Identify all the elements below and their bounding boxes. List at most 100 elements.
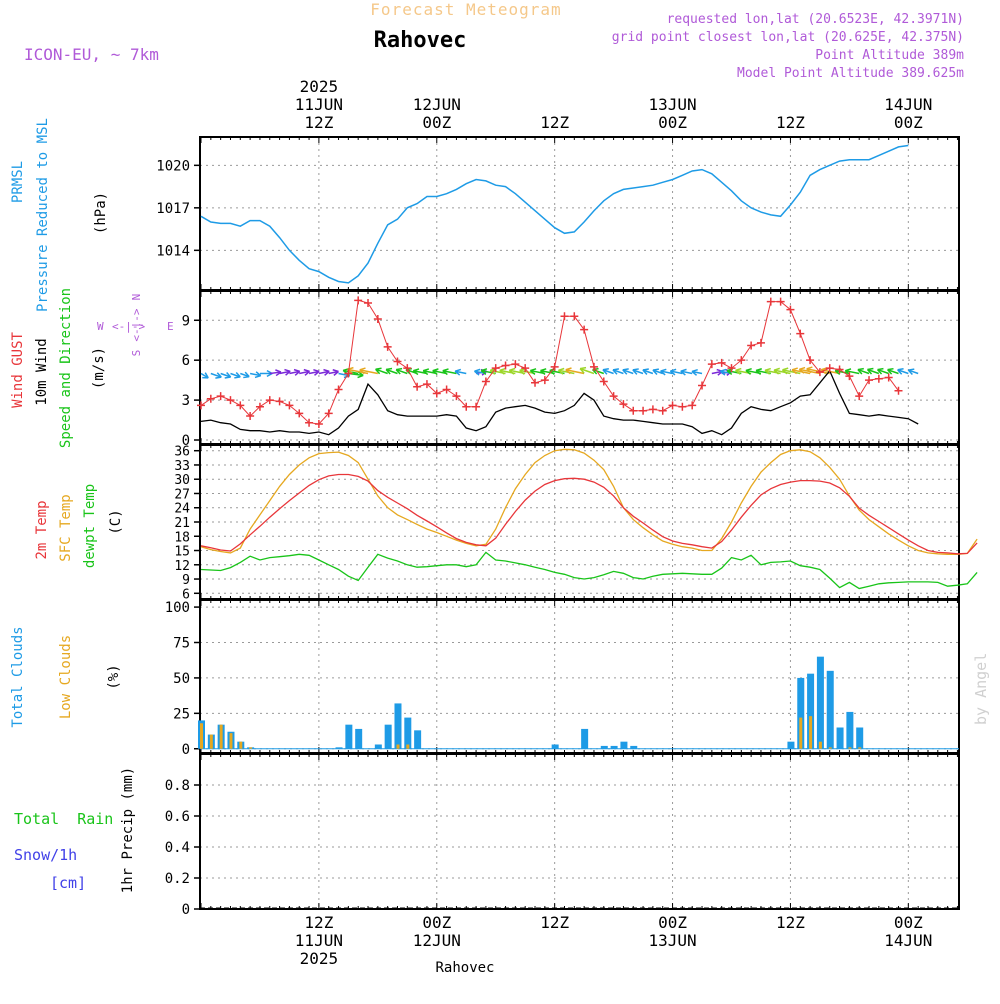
gust-marker — [285, 401, 294, 410]
total-cloud-bar — [787, 741, 795, 749]
wind-arrowhead — [508, 367, 516, 375]
wind-arrowhead — [303, 368, 311, 376]
precip-ytick-label: 0.4 — [165, 840, 190, 856]
pressure-ytick-label: 1014 — [156, 243, 190, 259]
wind-arrow — [395, 368, 408, 375]
gust-marker — [472, 402, 481, 411]
product-title: Forecast Meteogram — [370, 0, 561, 19]
time-label: 12JUN — [413, 931, 461, 950]
wind-arrowhead — [680, 368, 687, 376]
total-cloud-bar — [345, 724, 353, 749]
gust-markers — [197, 296, 903, 429]
gust-marker — [717, 358, 726, 367]
wind-arrowhead — [745, 367, 752, 375]
temperature-ytick-label: 12 — [174, 559, 190, 574]
gust-marker — [442, 385, 451, 394]
wind-arrowhead — [224, 372, 232, 379]
precip-ytick-label: 0 — [182, 902, 190, 918]
total-cloud-bar — [630, 745, 638, 749]
wind-arrowhead — [806, 366, 813, 374]
clouds-frame — [199, 599, 960, 754]
wind-arrow — [347, 368, 369, 375]
wind-arrowhead — [866, 367, 874, 375]
wind-arrow — [652, 369, 663, 375]
wind-arrowhead — [719, 368, 727, 376]
total-cloud-bar — [836, 727, 844, 749]
model-label: ICON-EU, ~ 7km — [24, 45, 159, 64]
wind-arrowhead — [781, 367, 789, 375]
wind-arrow — [413, 369, 428, 375]
temperature-ytick-label: 36 — [174, 445, 190, 460]
wind-arrow — [908, 369, 919, 375]
wind-arrowhead — [254, 371, 262, 379]
wind-arrowhead — [215, 372, 222, 379]
gust-marker — [599, 377, 608, 386]
compass-arrow-horizontal: <-|-> — [112, 320, 145, 333]
wind-arrow — [230, 372, 241, 378]
wind-arrow — [558, 369, 575, 375]
gust-marker — [560, 312, 569, 321]
total-cloud-bar — [807, 673, 815, 749]
low-cloud-bar — [799, 717, 803, 749]
wind-arrow — [691, 370, 703, 375]
wind-arrowhead — [876, 367, 884, 375]
gust-marker — [344, 369, 353, 378]
total-clouds-label: Total Clouds — [10, 626, 26, 727]
pressure-ytick-label: 1020 — [156, 158, 190, 174]
wind-arrow — [240, 372, 250, 378]
wind-ytick-label: 3 — [182, 393, 190, 409]
time-label: 12Z — [540, 113, 569, 132]
wind-arrow — [269, 371, 282, 375]
low-cloud-bar — [200, 723, 203, 749]
gust-marker — [668, 401, 677, 410]
location-title: Rahovec — [374, 28, 467, 53]
wind-arrow — [602, 369, 614, 375]
total-cloud-bar — [551, 744, 559, 749]
wind-arrowhead — [454, 368, 462, 376]
wind-compass: S <-|-> N — [130, 294, 143, 357]
pressure-ytick-label: 1017 — [156, 201, 190, 217]
time-label: 00Z — [422, 913, 451, 932]
point-altitude: Point Altitude 389m — [815, 48, 964, 63]
temperature-ytick-label: 18 — [174, 530, 190, 545]
wind-arrow — [375, 368, 388, 375]
gust-marker — [236, 401, 245, 410]
precip-panel: 0 0.2 0.4 0.6 0.8 — [165, 753, 960, 918]
compass-arrow-vertical: <-|-> — [130, 308, 143, 341]
wind-arrowhead — [395, 367, 403, 375]
gust-marker — [786, 305, 795, 314]
temperature-ytick-label: 15 — [174, 545, 190, 560]
wind-arrow — [328, 370, 339, 375]
snow-unit: [cm] — [50, 874, 86, 892]
gust-marker — [845, 372, 854, 381]
time-label: 12Z — [540, 913, 569, 932]
time-label: 11JUN — [295, 95, 343, 114]
gridpoint-coords: grid point closest lon,lat (20.625E, 42.… — [612, 30, 964, 45]
low-clouds-label: Low Clouds — [58, 635, 74, 719]
wind-gust-label: Wind GUST — [10, 332, 26, 408]
gust-marker — [383, 342, 392, 351]
time-label: 00Z — [658, 913, 687, 932]
gust-marker — [796, 329, 805, 338]
total-cloud-bar — [826, 670, 834, 749]
time-label: 13JUN — [648, 931, 696, 950]
wind-arrowhead — [332, 369, 339, 376]
gust-marker — [619, 400, 628, 409]
wind-arrowhead — [755, 368, 762, 375]
wind10-line — [200, 369, 919, 436]
pressure-label-desc: Pressure Reduced to MSL — [35, 118, 51, 312]
compass-w: W — [97, 320, 104, 333]
low-cloud-bar — [818, 741, 822, 749]
wind-arrow — [454, 370, 467, 375]
time-label: 12Z — [304, 113, 333, 132]
wind-arrowhead — [473, 368, 481, 376]
gust-marker — [698, 381, 707, 390]
gust-marker — [226, 396, 235, 405]
sfc-temp-line — [200, 448, 978, 555]
wind-arrow — [565, 369, 585, 375]
gust-marker — [884, 373, 893, 382]
wind-arrowhead — [243, 371, 250, 379]
wind-arrow — [579, 367, 595, 375]
